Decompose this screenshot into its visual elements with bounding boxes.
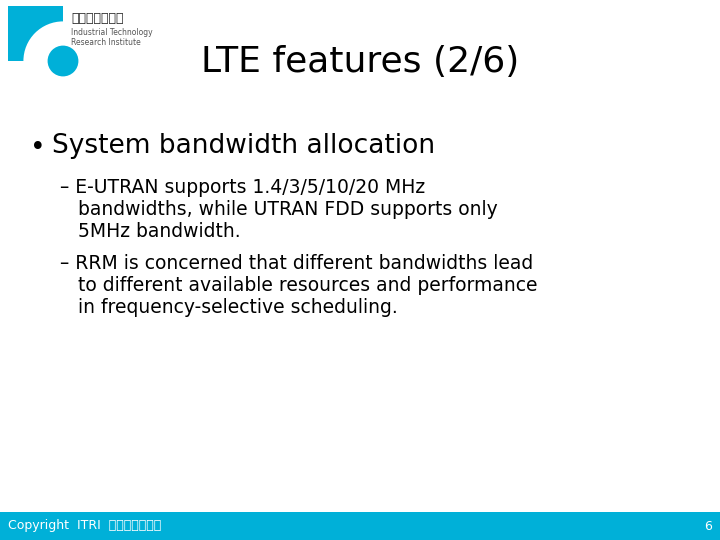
Text: LTE features (2/6): LTE features (2/6) [201, 45, 519, 79]
Text: Industrial Technology: Industrial Technology [71, 28, 153, 37]
Text: System bandwidth allocation: System bandwidth allocation [52, 133, 435, 159]
Bar [0, 512, 720, 540]
Text: Research Institute: Research Institute [71, 38, 140, 47]
Text: 工業技術研究院: 工業技術研究院 [71, 12, 124, 25]
Text: – RRM is concerned that different bandwidths lead: – RRM is concerned that different bandwi… [60, 254, 534, 273]
Text: – E-UTRAN supports 1.4/3/5/10/20 MHz: – E-UTRAN supports 1.4/3/5/10/20 MHz [60, 178, 425, 197]
Text: bandwidths, while UTRAN FDD supports only: bandwidths, while UTRAN FDD supports onl… [60, 200, 498, 219]
Text: to different available resources and performance: to different available resources and per… [60, 276, 538, 295]
Text: Copyright  ITRI  工業技術研究院: Copyright ITRI 工業技術研究院 [8, 519, 161, 532]
Text: 5MHz bandwidth.: 5MHz bandwidth. [60, 222, 240, 241]
Circle shape [23, 22, 103, 100]
Text: in frequency-selective scheduling.: in frequency-selective scheduling. [60, 298, 397, 317]
Bar [8, 6, 63, 61]
Text: •: • [30, 135, 45, 161]
Text: 6: 6 [704, 519, 712, 532]
Circle shape [48, 45, 78, 76]
